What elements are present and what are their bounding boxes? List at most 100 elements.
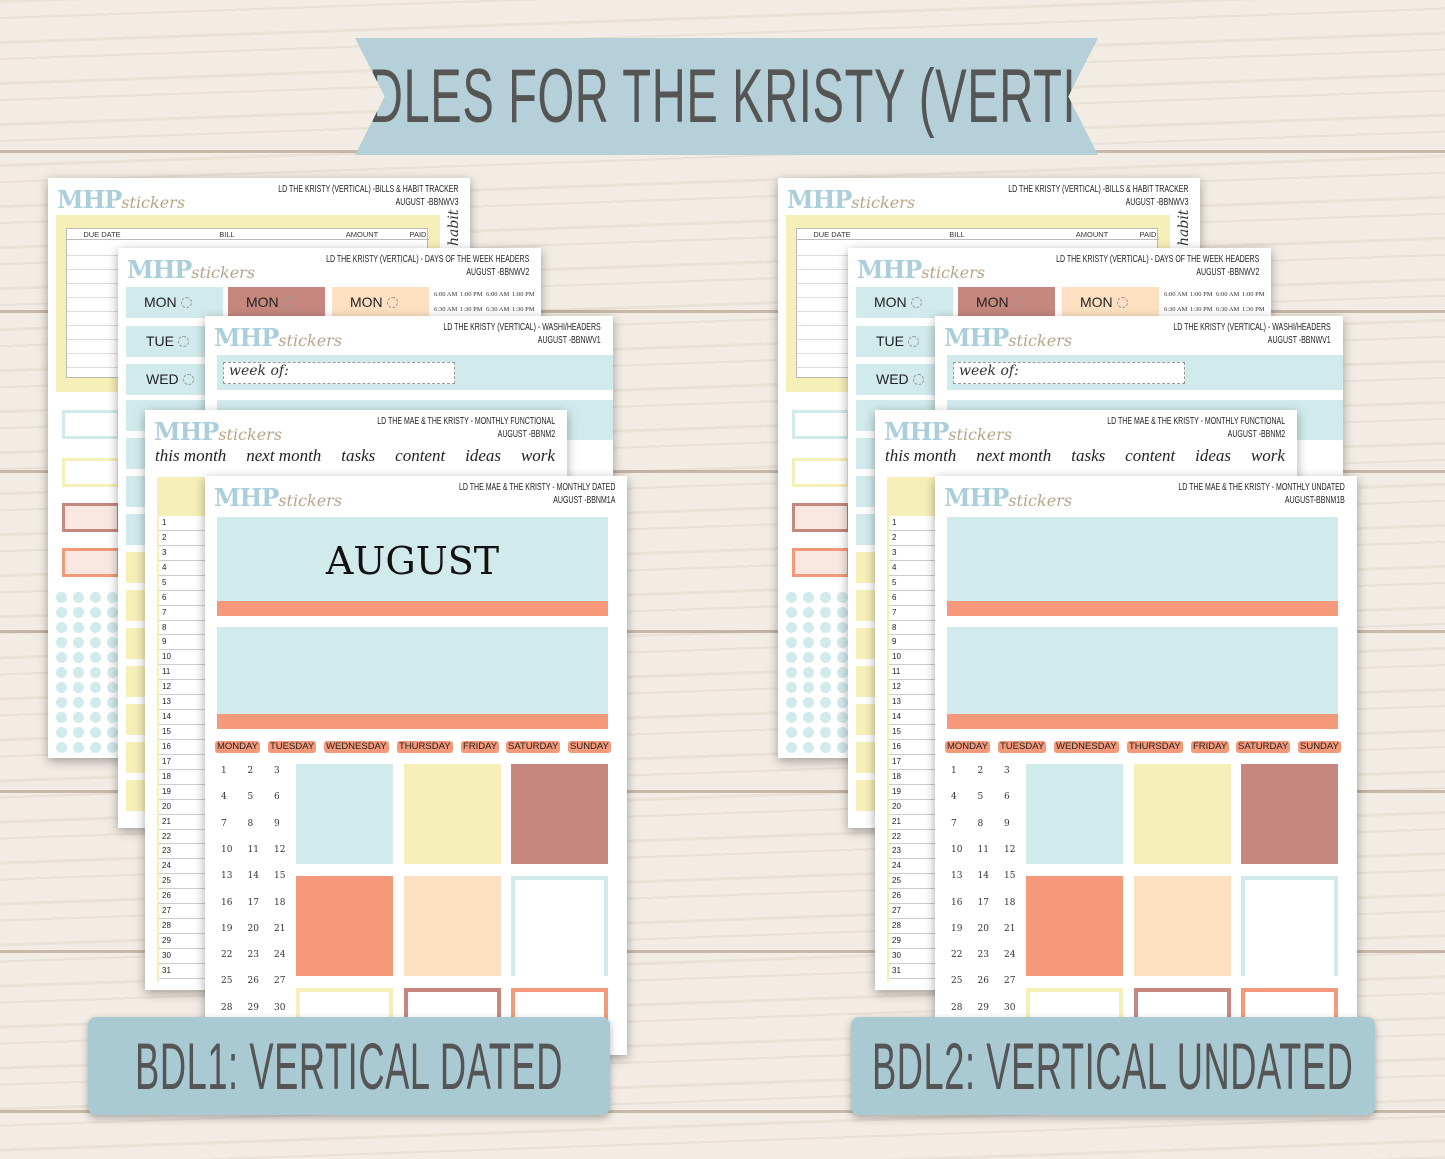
bill-column-header: PAID xyxy=(1137,230,1159,240)
weekday-header: WEDNESDAY xyxy=(1054,741,1119,753)
numbered-line: 22 xyxy=(159,830,205,845)
date-number: 14 xyxy=(247,871,259,882)
numbered-line: 7 xyxy=(159,606,205,621)
habit-dot xyxy=(56,622,67,633)
habit-dot xyxy=(56,637,67,648)
habit-outline-box xyxy=(62,503,120,532)
habit-dot xyxy=(837,697,848,708)
habit-dot xyxy=(107,592,118,603)
habit-dot xyxy=(786,637,797,648)
date-number: 23 xyxy=(247,950,259,961)
bundle-label-text: BDL2: VERTICAL UNDATED xyxy=(872,1029,1354,1103)
numbered-line: 27 xyxy=(159,904,205,920)
habit-dot xyxy=(90,637,101,648)
habit-dot xyxy=(820,712,831,723)
date-number: 24 xyxy=(274,950,286,961)
date-number: 16 xyxy=(221,897,233,908)
sticker-box xyxy=(511,764,608,864)
logo-mhp: MHP xyxy=(787,185,852,214)
sticker-box xyxy=(1241,764,1338,864)
numbered-line: 26 xyxy=(889,889,935,905)
orange-stripe xyxy=(217,714,608,729)
banner-title: BUNDLES FOR THE KRISTY (VERTICAL) xyxy=(267,54,1186,139)
numbered-lines: 1 2 3 4 5 6 7 8 9 10 11 12 13 14 15 16 17 18 19 20 21 22 23 24 2… xyxy=(889,516,935,986)
logo-mhp: MHP xyxy=(884,417,949,446)
numbered-line: 30 xyxy=(159,949,205,964)
habit-dot xyxy=(786,742,797,753)
weekday-header: THURSDAY xyxy=(397,741,453,753)
time-label: 1:00 PM xyxy=(460,291,483,298)
circle-icon xyxy=(182,374,194,385)
habit-dot xyxy=(820,682,831,693)
date-number: 15 xyxy=(1004,871,1016,882)
time-label: 6:00 AM xyxy=(434,291,458,298)
sheet-header: LD THE KRISTY (VERTICAL) - WASHI/HEADERS… xyxy=(1106,321,1331,347)
circle-icon xyxy=(386,297,398,308)
habit-outline-box xyxy=(62,410,120,439)
habit-dot xyxy=(820,637,831,648)
habit-dot xyxy=(56,652,67,663)
numbered-line: 28 xyxy=(889,919,935,935)
habit-dot xyxy=(837,682,848,693)
numbered-line: 24 xyxy=(159,859,205,875)
brand-logo: MHPstickers xyxy=(944,323,1072,352)
habit-outline-box xyxy=(62,458,120,487)
brand-logo: MHPstickers xyxy=(787,185,915,214)
habit-dot xyxy=(803,652,814,663)
date-number: 20 xyxy=(977,923,989,934)
logo-stickers: stickers xyxy=(851,193,916,212)
numbered-line: 11 xyxy=(889,665,935,681)
numbered-line: 15 xyxy=(159,725,205,740)
day-label: MON xyxy=(144,294,177,310)
weekday-header: THURSDAY xyxy=(1127,741,1183,753)
habit-dot xyxy=(107,637,118,648)
habit-outline-box xyxy=(792,458,850,487)
day-label: MON xyxy=(350,294,383,310)
time-label: 6:30 AM xyxy=(486,306,510,313)
numbered-line: 12 xyxy=(159,680,205,696)
numbered-line: 30 xyxy=(889,949,935,964)
functional-word: this month xyxy=(885,446,957,465)
habit-dot xyxy=(107,622,118,633)
habit-dot xyxy=(820,697,831,708)
day-label: TUE xyxy=(876,333,904,349)
time-label: 1:30 PM xyxy=(512,306,535,313)
sheet-code: AUGUST -BBNM1A xyxy=(552,495,615,506)
numbered-line: 18 xyxy=(889,770,935,785)
time-label: 6:00 AM xyxy=(1216,291,1240,298)
sheet-header: LD THE MAE & THE KRISTY - MONTHLY FUNCTI… xyxy=(1031,415,1285,441)
bill-column-header: AMOUNT xyxy=(317,230,407,240)
date-number: 29 xyxy=(977,1002,989,1013)
sheet-code: AUGUST -BBNWV1 xyxy=(1268,335,1331,346)
habit-dot xyxy=(837,622,848,633)
date-number: 2 xyxy=(247,766,254,776)
time-label: 1:30 PM xyxy=(1242,306,1265,313)
date-number: 21 xyxy=(1004,923,1016,934)
numbered-line: 2 xyxy=(159,531,205,546)
logo-stickers: stickers xyxy=(1008,491,1073,510)
numbered-line: 2 xyxy=(889,531,935,546)
day-label: WED xyxy=(146,371,179,387)
habit-dot xyxy=(73,637,84,648)
habit-dot xyxy=(786,622,797,633)
habit-dot xyxy=(786,727,797,738)
habit-dot xyxy=(73,727,84,738)
brand-logo: MHPstickers xyxy=(857,255,985,284)
habit-dot xyxy=(73,667,84,678)
sheet-code: AUGUST -BBNWV3 xyxy=(1125,197,1188,208)
week-of-band: week of: xyxy=(217,355,613,390)
functional-word: content xyxy=(1125,446,1176,465)
day-label: MON xyxy=(1080,294,1113,310)
numbered-line: 8 xyxy=(159,621,205,636)
sheet-title: LD THE KRISTY (VERTICAL) - WASHI/HEADERS xyxy=(443,322,601,333)
date-number: 3 xyxy=(274,766,280,776)
habit-dot xyxy=(803,727,814,738)
habit-dot xyxy=(837,727,848,738)
brand-logo: MHPstickers xyxy=(214,323,342,352)
habit-dot xyxy=(73,742,84,753)
monthly-sheet: MHPstickers LD THE MAE & THE KRISTY - MON… xyxy=(935,476,1357,1055)
habit-dot xyxy=(73,607,84,618)
logo-stickers: stickers xyxy=(218,425,283,444)
habit-dot xyxy=(820,592,831,603)
logo-stickers: stickers xyxy=(1008,331,1073,350)
